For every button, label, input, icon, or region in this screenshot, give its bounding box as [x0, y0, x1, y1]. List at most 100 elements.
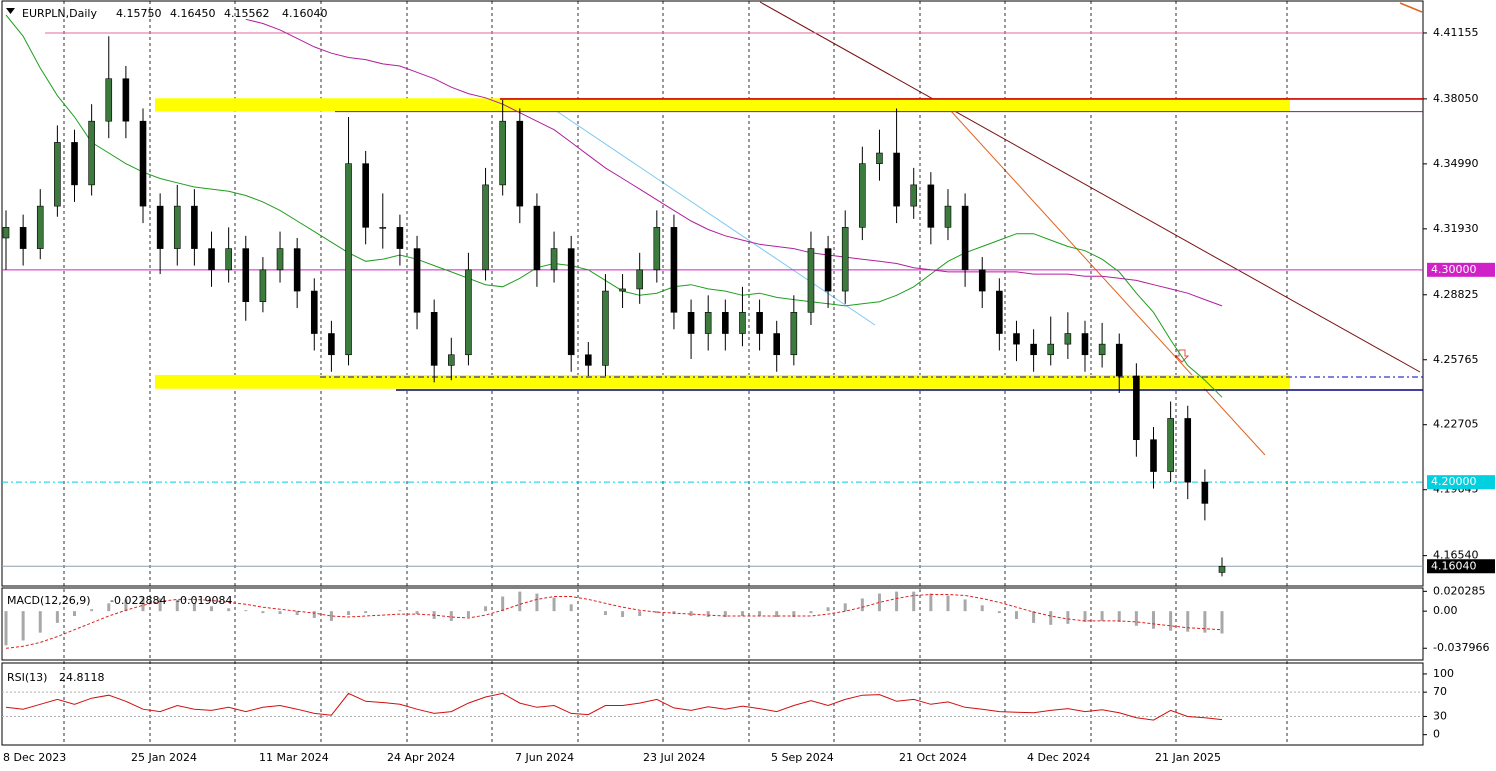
ohlc-low: 4.15562: [224, 7, 270, 20]
candle-body: [259, 269, 267, 302]
level-label: 4.20000: [1431, 475, 1477, 488]
candle-body: [876, 152, 883, 164]
candle-body: [927, 184, 935, 228]
rsi-line: [5, 692, 1223, 721]
rsi-panel-frame: [1, 662, 1424, 746]
candle-body: [156, 205, 164, 249]
candle-body: [704, 311, 712, 334]
candle-body: [722, 311, 729, 334]
x-tick-label: 21 Oct 2024: [899, 751, 967, 764]
candle-body: [310, 290, 318, 334]
candle-body: [619, 288, 626, 292]
candle-body: [276, 248, 284, 271]
candle-body: [790, 311, 798, 356]
macd-value: -0.022884: [110, 594, 166, 607]
candle-body: [413, 248, 421, 313]
candle-body: [636, 269, 643, 290]
y-tick-label: 0.00: [1433, 604, 1458, 617]
candle-body: [1030, 343, 1037, 356]
ohlc-high: 4.16450: [170, 7, 216, 20]
level-box: [1427, 559, 1495, 574]
candle-body: [773, 333, 781, 356]
x-tick-label: 11 Mar 2024: [259, 751, 329, 764]
candle-body: [54, 142, 61, 207]
y-tick-label: -0.037966: [1433, 641, 1489, 654]
y-tick-label: 100: [1433, 667, 1454, 680]
x-tick-label: 7 Jun 2024: [515, 751, 574, 764]
y-tick-label: 4.41155: [1433, 26, 1479, 39]
candle-body: [1098, 343, 1106, 356]
candle-body: [996, 290, 1003, 334]
x-tick-label: 5 Sep 2024: [771, 751, 834, 764]
down-arrow: [1174, 349, 1190, 363]
candle-body: [687, 311, 695, 334]
candle-body: [670, 227, 678, 313]
candle-body: [807, 248, 815, 313]
candle-body: [1184, 418, 1192, 483]
candle-body: [139, 120, 147, 207]
candle-body: [910, 184, 918, 207]
trendline: [539, 99, 876, 326]
y-tick-label: 4.28825: [1433, 288, 1479, 301]
candle-body: [191, 205, 198, 249]
x-tick-label: 23 Jul 2024: [643, 751, 705, 764]
y-tick-label: 30: [1433, 709, 1447, 722]
trendline: [759, 1, 1421, 373]
candle-body: [465, 269, 472, 356]
candle-body: [824, 248, 832, 292]
x-tick-label: 8 Dec 2023: [3, 751, 66, 764]
candle-body: [173, 205, 181, 249]
zone: [155, 374, 1290, 389]
macd-panel-frame: [1, 587, 1424, 661]
candle-body: [585, 354, 592, 366]
candle-body: [516, 120, 524, 207]
candle-body: [567, 248, 575, 356]
ohlc-close: 4.16040: [282, 7, 328, 20]
rsi-title: RSI(13): [7, 671, 47, 684]
zone: [155, 98, 1290, 112]
candle-body: [859, 163, 866, 228]
candle-body: [1167, 418, 1174, 472]
y-tick-label: 4.25765: [1433, 353, 1479, 366]
candle-body: [841, 227, 849, 292]
layout: [1, 0, 1424, 746]
candle-body: [1201, 481, 1209, 504]
candle-body: [944, 205, 952, 228]
level-box: [1427, 262, 1495, 277]
x-tick-label: 25 Jan 2024: [131, 751, 197, 764]
candle-body: [756, 311, 763, 334]
y-tick-label: 4.31930: [1433, 222, 1479, 235]
macd-title: MACD(12,26,9): [7, 594, 91, 607]
level-box: [1427, 475, 1495, 490]
candle-body: [88, 120, 95, 186]
menu-triangle: [6, 8, 15, 14]
candle-body: [961, 205, 969, 271]
candle-body: [447, 354, 455, 366]
candle-body: [345, 163, 352, 356]
candle-body: [482, 184, 489, 271]
y-tick-label: 0: [1433, 728, 1440, 741]
candle-body: [242, 248, 250, 302]
candle-body: [739, 311, 746, 334]
signal-value: -0.019084: [176, 594, 232, 607]
candle-body: [653, 227, 661, 271]
candle-body: [893, 152, 900, 207]
candle-body: [430, 311, 438, 366]
candle-body: [499, 120, 506, 186]
y-tick-label: 4.22705: [1433, 418, 1479, 431]
y-tick-label: 4.16540: [1433, 549, 1479, 562]
candle-body: [362, 163, 369, 228]
x-tick-label: 24 Apr 2024: [387, 751, 455, 764]
candle-body: [1115, 343, 1123, 377]
candle-body: [379, 227, 387, 229]
y-tick-label: 0.020285: [1433, 584, 1486, 597]
trendline: [949, 109, 1266, 456]
candle-body: [2, 227, 10, 239]
y-tick-label: 4.38050: [1433, 92, 1479, 105]
ohlc-open: 4.15750: [116, 7, 162, 20]
candle-body: [396, 227, 404, 249]
moving-average: [245, 18, 1223, 307]
candle-body: [1133, 375, 1140, 440]
